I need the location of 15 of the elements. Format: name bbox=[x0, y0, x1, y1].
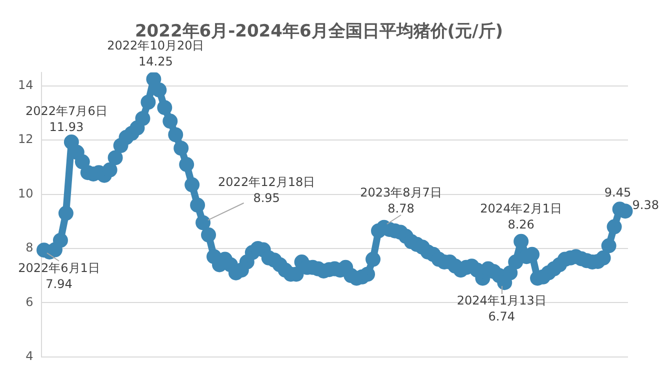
y-tick-label: 8 bbox=[26, 240, 34, 255]
y-tick-label: 14 bbox=[18, 78, 34, 92]
annotation: 2024年2月1日 8.26 bbox=[480, 202, 562, 232]
y-tick-label: 4 bbox=[26, 348, 34, 363]
y-tick-label: 6 bbox=[26, 294, 34, 309]
annotation: 9.45 bbox=[604, 185, 632, 200]
annotation: 2022年12月18日 8.95 bbox=[218, 175, 316, 206]
text: 9.38 bbox=[632, 198, 659, 212]
annotation: 2022年10月20日 14.25 bbox=[107, 38, 204, 68]
annotation: 2022年6月1日 7.94 bbox=[18, 261, 100, 292]
y-tick-label: 12 bbox=[18, 132, 34, 146]
y-tick-label: 10 bbox=[18, 186, 34, 200]
annotation: 2024年1月13日 6.74 bbox=[456, 294, 546, 324]
annotation: 2023年8月7日 8.78 bbox=[360, 185, 442, 216]
annotation: 2022年7月6日 11.93 bbox=[26, 104, 108, 134]
